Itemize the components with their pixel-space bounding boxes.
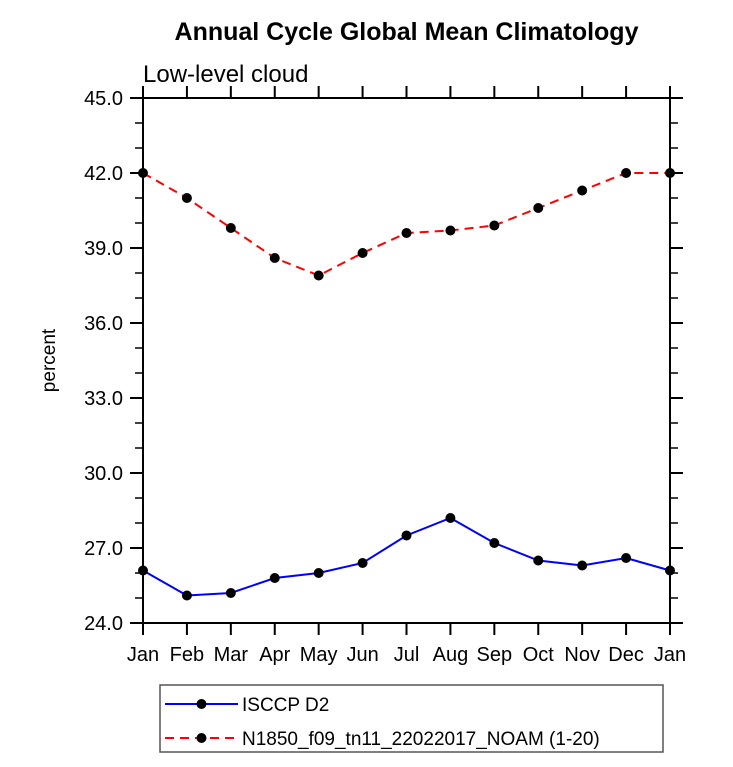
data-point-marker: [225, 588, 236, 598]
data-point-marker: [138, 168, 148, 178]
x-tick-label: Jul: [394, 644, 420, 666]
data-point-marker: [621, 168, 632, 178]
data-point-marker: [489, 220, 500, 231]
y-tick-label: 39.0: [84, 238, 123, 260]
data-point-marker: [313, 568, 324, 578]
chart-title: Annual Cycle Global Mean Climatology: [175, 18, 639, 46]
data-point-marker: [577, 185, 588, 196]
data-point-marker: [357, 558, 368, 568]
y-tick-label: 36.0: [84, 313, 123, 335]
data-point-marker: [269, 253, 280, 263]
x-tick-label: Jan: [127, 644, 159, 666]
data-point-marker: [138, 565, 148, 576]
data-point-marker: [401, 228, 412, 238]
series-line: [142, 172, 670, 277]
x-tick-label: Sep: [477, 644, 513, 666]
x-tick-label: Mar: [214, 644, 249, 666]
legend: ISCCP D2 N1850_f09_tn11_22022017_NOAM (1-…: [159, 684, 664, 753]
chart-subtitle: Low-level cloud: [143, 61, 308, 88]
y-tick-label: 24.0: [84, 613, 123, 635]
x-tick-label: Nov: [564, 644, 600, 666]
data-point-marker: [621, 553, 632, 563]
data-point-marker: [225, 223, 236, 233]
data-point-marker: [181, 193, 192, 203]
data-point-marker: [665, 168, 675, 178]
data-point-marker: [445, 513, 456, 523]
y-tick-label: 45.0: [84, 88, 123, 110]
data-point-marker: [577, 560, 588, 571]
legend-marker: [196, 699, 207, 709]
data-point-marker: [533, 555, 544, 566]
x-tick-label: Feb: [170, 644, 204, 666]
legend-marker: [196, 733, 207, 743]
data-point-marker: [533, 203, 544, 213]
y-axis-label: percent: [39, 328, 60, 392]
series-line: [142, 516, 671, 597]
data-point-marker: [489, 538, 500, 548]
legend-label: N1850_f09_tn11_22022017_NOAM (1-20): [242, 729, 600, 750]
plot-frame: [142, 97, 671, 624]
x-tick-label: Aug: [433, 644, 469, 666]
x-tick-label: May: [300, 644, 338, 666]
data-point-marker: [269, 573, 280, 583]
y-tick-label: 33.0: [84, 388, 123, 410]
x-tick-label: Apr: [259, 644, 290, 666]
plot-area: Jan Feb Mar Apr May Jun Jul Aug Sep Oct Nov Dec Jan2…: [84, 86, 686, 666]
y-tick-label: 42.0: [84, 163, 123, 185]
data-point-marker: [401, 530, 412, 541]
data-point-marker: [357, 248, 368, 258]
x-tick-label: Dec: [608, 644, 644, 666]
legend-label: ISCCP D2: [242, 695, 329, 716]
data-point-marker: [665, 565, 675, 576]
x-tick-label: Jun: [346, 644, 378, 666]
y-tick-label: 27.0: [84, 538, 123, 560]
data-point-marker: [181, 590, 192, 601]
y-tick-label: 30.0: [84, 463, 123, 485]
data-point-marker: [445, 225, 456, 236]
data-point-marker: [313, 270, 324, 281]
legend-box: [159, 684, 664, 753]
x-tick-label: Jan: [654, 644, 686, 666]
x-tick-label: Oct: [523, 644, 555, 666]
